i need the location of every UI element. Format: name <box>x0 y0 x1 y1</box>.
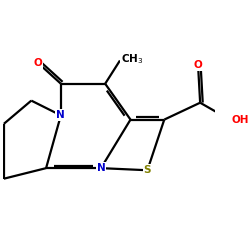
Text: O: O <box>194 60 202 70</box>
Text: N: N <box>56 110 65 120</box>
Text: OH: OH <box>231 114 248 124</box>
Text: N: N <box>96 163 105 173</box>
Text: O: O <box>33 58 42 68</box>
Text: CH$_3$: CH$_3$ <box>122 52 144 66</box>
Text: S: S <box>144 165 151 175</box>
